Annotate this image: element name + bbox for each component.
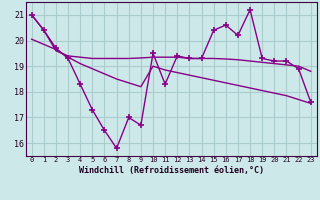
X-axis label: Windchill (Refroidissement éolien,°C): Windchill (Refroidissement éolien,°C) bbox=[79, 166, 264, 175]
